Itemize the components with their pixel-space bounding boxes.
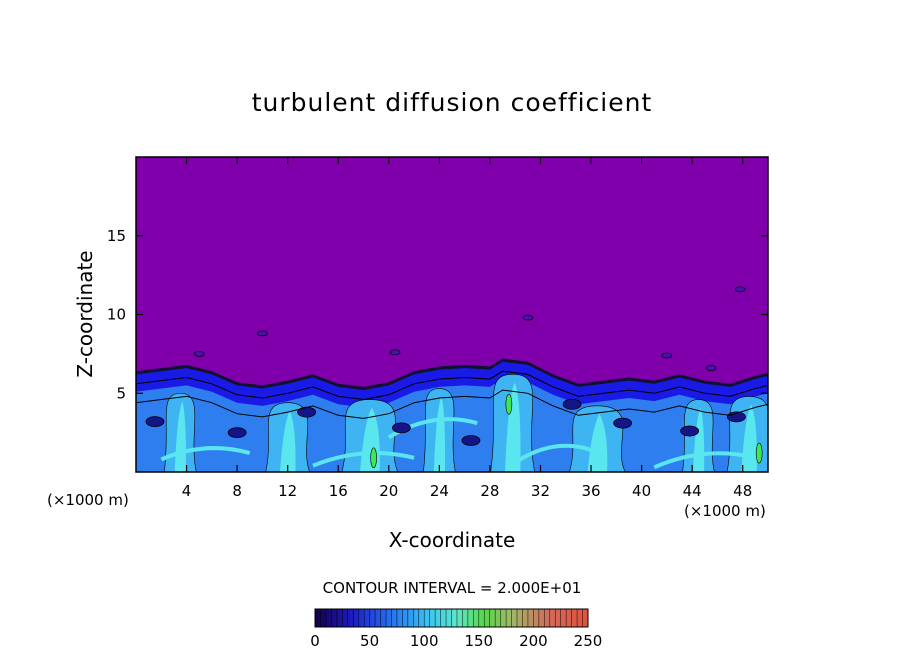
surface-streak-1 xyxy=(312,451,415,468)
x-tick-label: 28 xyxy=(480,482,499,500)
plume-core-4 xyxy=(504,382,521,472)
colorbar-tick-label: 50 xyxy=(360,632,379,650)
y-tick-label: 15 xyxy=(107,227,126,245)
hot-spot-0 xyxy=(370,447,377,469)
contour-line-1 xyxy=(136,389,768,419)
x-tick-label: 40 xyxy=(632,482,651,500)
colorbar-tick-label: 100 xyxy=(410,632,439,650)
upper-blob-2 xyxy=(522,314,534,321)
colorbar-tick-label: 250 xyxy=(574,632,603,650)
surface-streak-2 xyxy=(514,443,592,465)
eddy-7 xyxy=(680,425,700,437)
plume-core-5 xyxy=(587,413,608,472)
x-tick-label: 16 xyxy=(329,482,348,500)
x-tick-label: 24 xyxy=(430,482,449,500)
surface-streak-3 xyxy=(653,451,756,470)
x-tick-label: 20 xyxy=(379,482,398,500)
turbulence-field xyxy=(136,286,768,472)
colorbar: 0 50 100 150 200 250 xyxy=(310,608,602,650)
eddy-0 xyxy=(145,416,165,428)
x-axis-ticks: 4 8 12 16 20 24 28 32 36 40 44 48 xyxy=(182,157,752,500)
x-tick-label: 48 xyxy=(733,482,752,500)
x-unit-right: (×1000 m) xyxy=(684,502,766,520)
colorbar-tick-label: 0 xyxy=(310,632,320,650)
y-tick-label: 10 xyxy=(107,306,126,324)
x-tick-label: 4 xyxy=(182,482,192,500)
plume-core-3 xyxy=(433,396,446,472)
colorbar-frame xyxy=(314,608,589,628)
colorbar-tick-label: 200 xyxy=(519,632,548,650)
upper-blob-4 xyxy=(705,365,717,371)
eddy-4 xyxy=(461,435,481,446)
hot-spot-2 xyxy=(755,442,763,464)
upper-blob-0 xyxy=(193,351,205,357)
colorbar-tick-label: 150 xyxy=(464,632,493,650)
plume-core-1 xyxy=(279,410,296,472)
eddy-5 xyxy=(562,398,582,410)
x-tick-label: 32 xyxy=(531,482,550,500)
eddy-3 xyxy=(392,422,411,434)
upper-blob-5 xyxy=(734,286,746,293)
chart-title: turbulent diffusion coefficient xyxy=(252,88,653,117)
colorbar-ticks: 0 50 100 150 200 250 xyxy=(310,632,602,650)
eddy-6 xyxy=(613,417,633,429)
x-tick-label: 8 xyxy=(232,482,242,500)
upper-blob-1 xyxy=(389,349,401,356)
eddy-1 xyxy=(227,427,247,439)
x-unit-left: (×1000 m) xyxy=(47,491,129,509)
y-axis-label: Z-coordinate xyxy=(73,250,97,377)
x-tick-label: 36 xyxy=(581,482,600,500)
contour-interval-label: CONTOUR INTERVAL = 2.000E+01 xyxy=(323,579,582,597)
x-tick-label: 44 xyxy=(683,482,702,500)
y-axis-ticks: 5 10 15 xyxy=(107,227,768,402)
surface-streak-0 xyxy=(160,446,251,462)
x-axis-label: X-coordinate xyxy=(389,528,516,552)
x-tick-label: 12 xyxy=(278,482,297,500)
colorbar-stripes xyxy=(314,609,589,627)
y-tick-label: 5 xyxy=(116,384,126,402)
upper-blob-6 xyxy=(257,330,268,337)
upper-blob-3 xyxy=(661,352,673,359)
hot-spot-1 xyxy=(505,393,513,415)
contour-line-0 xyxy=(136,370,768,401)
